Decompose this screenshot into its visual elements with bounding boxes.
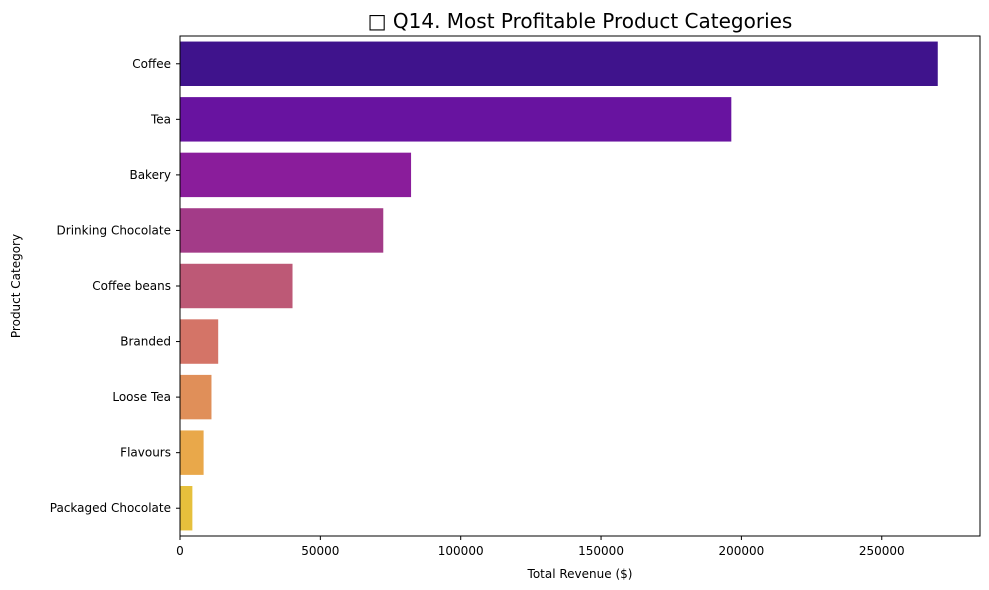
x-tick-label: 50000 bbox=[301, 544, 339, 558]
x-tick-label: 0 bbox=[176, 544, 184, 558]
x-axis-ticks: 0 50000 100000 150000 200000 250000 bbox=[176, 536, 905, 558]
bar-coffee-beans bbox=[180, 263, 293, 309]
bar-tea bbox=[180, 97, 732, 142]
bar-drinking-chocolate bbox=[180, 208, 384, 253]
y-tick-label: Loose Tea bbox=[112, 390, 171, 404]
y-axis-label: Product Category bbox=[9, 234, 23, 338]
bar-loose-tea bbox=[180, 374, 212, 420]
plot-frame bbox=[179, 35, 981, 537]
x-tick-label: 150000 bbox=[578, 544, 624, 558]
bar-coffee bbox=[180, 41, 938, 86]
x-tick-label: 200000 bbox=[718, 544, 764, 558]
bar-packaged-chocolate bbox=[180, 486, 193, 531]
y-tick-label: Drinking Chocolate bbox=[57, 223, 171, 237]
y-tick-label: Bakery bbox=[129, 168, 171, 182]
y-tick-label: Packaged Chocolate bbox=[50, 501, 171, 515]
y-tick-label: Tea bbox=[150, 112, 171, 126]
x-tick-label: 100000 bbox=[438, 544, 484, 558]
y-tick-label: Coffee bbox=[132, 57, 171, 71]
chart-title: □ Q14. Most Profitable Product Categorie… bbox=[368, 9, 793, 33]
y-tick-label: Coffee beans bbox=[92, 279, 171, 293]
y-axis-ticks: Coffee Tea Bakery Drinking Chocolate Coffee … bbox=[50, 57, 180, 515]
bar-flavours bbox=[180, 430, 204, 475]
x-tick-label: 250000 bbox=[859, 544, 905, 558]
x-axis-label: Total Revenue ($) bbox=[527, 567, 633, 581]
bars-group bbox=[180, 41, 938, 531]
bar-branded bbox=[180, 319, 219, 364]
y-tick-label: Flavours bbox=[120, 446, 171, 460]
bar-bakery bbox=[180, 152, 412, 198]
y-tick-label: Branded bbox=[120, 335, 171, 349]
